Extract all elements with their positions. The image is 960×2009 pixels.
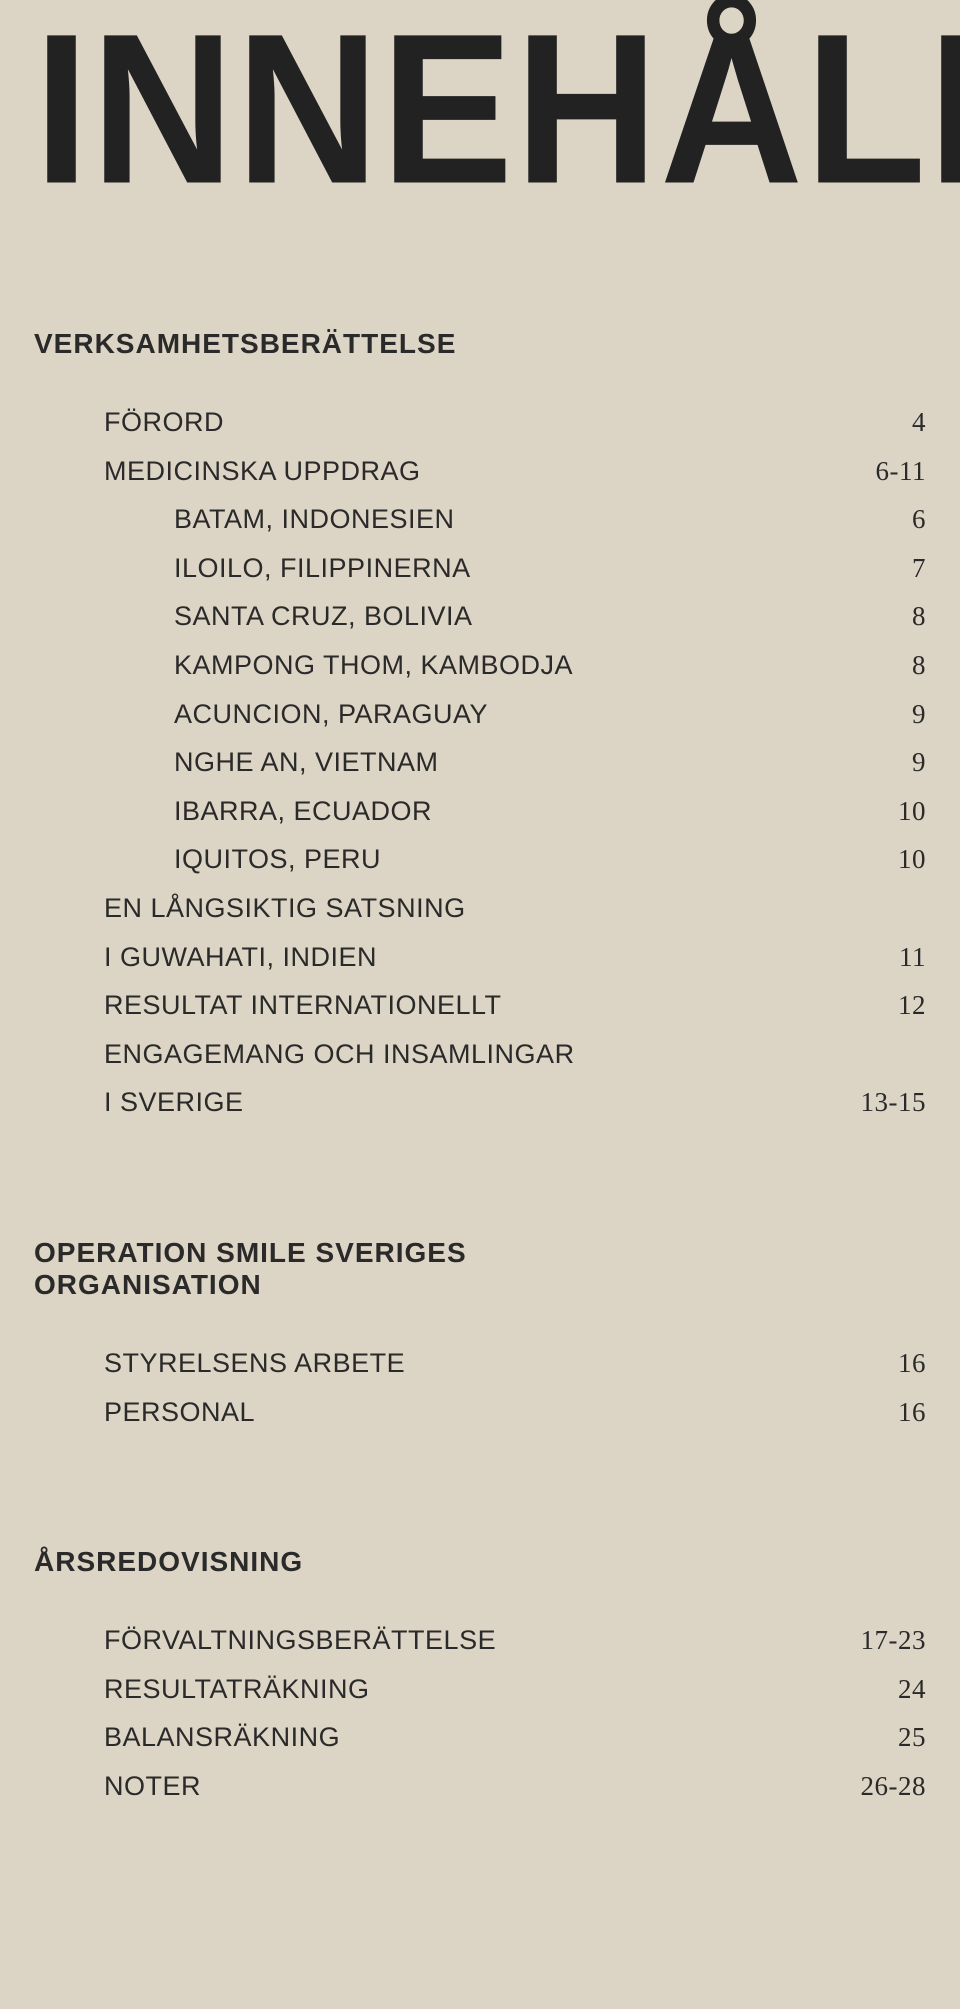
page: INNEHÅLL VERKSAMHETSBERÄTTELSE FÖRORD 4 M…	[0, 0, 960, 2009]
toc-entry: I GUWAHATI, INDIEN 11	[34, 933, 926, 982]
toc-section: FÖRORD 4 MEDICINSKA UPPDRAG 6-11 BATAM, IN…	[34, 398, 926, 1127]
toc-entry: BALANSRÄKNING 25	[34, 1713, 926, 1762]
toc-label: ENGAGEMANG OCH INSAMLINGAR	[104, 1030, 575, 1079]
toc-page: 12	[836, 981, 926, 1030]
toc-page: 10	[836, 835, 926, 884]
toc-label: FÖRVALTNINGSBERÄTTELSE	[104, 1616, 496, 1665]
toc-page: 9	[836, 738, 926, 787]
toc-label: FÖRORD	[104, 398, 224, 447]
toc-label: EN LÅNGSIKTIG SATSNING	[104, 884, 466, 933]
toc-label: ACUNCION, PARAGUAY	[174, 690, 488, 739]
section-heading: VERKSAMHETSBERÄTTELSE	[34, 328, 926, 360]
toc-label: I SVERIGE	[104, 1078, 244, 1127]
toc-page: 13-15	[836, 1078, 926, 1127]
toc-entry: EN LÅNGSIKTIG SATSNING	[34, 884, 926, 933]
toc-entry: IBARRA, ECUADOR 10	[34, 787, 926, 836]
toc-entry: FÖRVALTNINGSBERÄTTELSE 17-23	[34, 1616, 926, 1665]
toc-label: I GUWAHATI, INDIEN	[104, 933, 377, 982]
toc-label: NGHE AN, VIETNAM	[174, 738, 439, 787]
toc-page: 6	[836, 495, 926, 544]
toc-page: 17-23	[836, 1616, 926, 1665]
toc-label: RESULTATRÄKNING	[104, 1665, 370, 1714]
toc-label: KAMPONG THOM, KAMBODJA	[174, 641, 573, 690]
page-title: INNEHÅLL	[34, 2, 926, 216]
toc-label: SANTA CRUZ, BOLIVIA	[174, 592, 473, 641]
toc-entry: BATAM, INDONESIEN 6	[34, 495, 926, 544]
toc-page: 24	[836, 1665, 926, 1714]
toc-entry: SANTA CRUZ, BOLIVIA 8	[34, 592, 926, 641]
toc-page: 4	[836, 398, 926, 447]
toc-label: PERSONAL	[104, 1388, 255, 1437]
toc-entry: FÖRORD 4	[34, 398, 926, 447]
toc-entry: NOTER 26-28	[34, 1762, 926, 1811]
toc-label: MEDICINSKA UPPDRAG	[104, 447, 421, 496]
toc-entry: ENGAGEMANG OCH INSAMLINGAR	[34, 1030, 926, 1079]
toc-page: 10	[836, 787, 926, 836]
toc-entry: RESULTAT INTERNATIONELLT 12	[34, 981, 926, 1030]
toc-page: 8	[836, 641, 926, 690]
section-heading: OPERATION SMILE SVERIGES	[34, 1237, 926, 1269]
toc-entry: KAMPONG THOM, KAMBODJA 8	[34, 641, 926, 690]
toc-entry: NGHE AN, VIETNAM 9	[34, 738, 926, 787]
toc-label: IBARRA, ECUADOR	[174, 787, 432, 836]
toc-page: 25	[836, 1713, 926, 1762]
toc-entry: RESULTATRÄKNING 24	[34, 1665, 926, 1714]
toc-entry: I SVERIGE 13-15	[34, 1078, 926, 1127]
toc-entry: IQUITOS, PERU 10	[34, 835, 926, 884]
toc-page: 16	[836, 1339, 926, 1388]
toc-label: RESULTAT INTERNATIONELLT	[104, 981, 502, 1030]
toc-section: STYRELSENS ARBETE 16 PERSONAL 16	[34, 1339, 926, 1436]
toc-page: 8	[836, 592, 926, 641]
toc-entry: ILOILO, FILIPPINERNA 7	[34, 544, 926, 593]
toc-label: IQUITOS, PERU	[174, 835, 381, 884]
toc-label: BALANSRÄKNING	[104, 1713, 340, 1762]
toc-label: ILOILO, FILIPPINERNA	[174, 544, 471, 593]
toc-entry: PERSONAL 16	[34, 1388, 926, 1437]
toc-page: 7	[836, 544, 926, 593]
toc-label: NOTER	[104, 1762, 201, 1811]
toc-page: 9	[836, 690, 926, 739]
toc-entry: ACUNCION, PARAGUAY 9	[34, 690, 926, 739]
toc-label: BATAM, INDONESIEN	[174, 495, 455, 544]
toc-page: 16	[836, 1388, 926, 1437]
section-heading-line2: ORGANISATION	[34, 1269, 926, 1301]
toc-page: 6-11	[836, 447, 926, 496]
toc-entry: MEDICINSKA UPPDRAG 6-11	[34, 447, 926, 496]
section-heading: ÅRSREDOVISNING	[34, 1546, 926, 1578]
toc-label: STYRELSENS ARBETE	[104, 1339, 405, 1388]
toc-entry: STYRELSENS ARBETE 16	[34, 1339, 926, 1388]
toc-page: 11	[836, 933, 926, 982]
toc-page: 26-28	[836, 1762, 926, 1811]
toc-section: FÖRVALTNINGSBERÄTTELSE 17-23 RESULTATRÄKN…	[34, 1616, 926, 1810]
